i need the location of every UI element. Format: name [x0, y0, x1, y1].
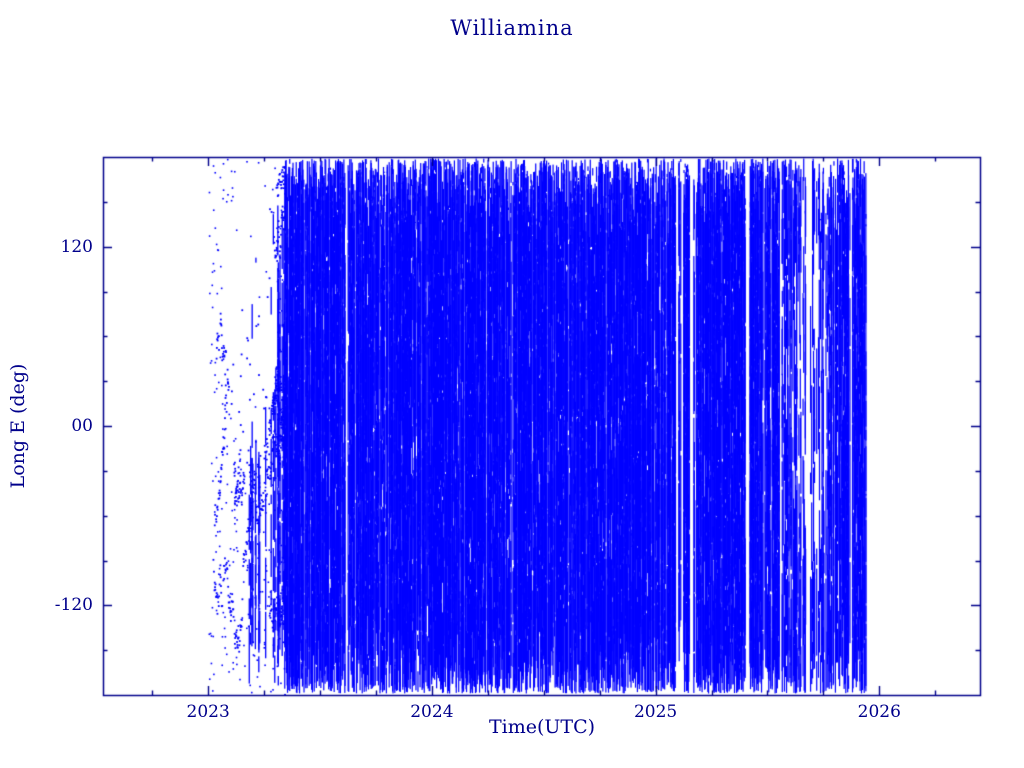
x-tick-label-2025: 2025 — [633, 702, 678, 722]
y-tick-label-120: 120 — [60, 236, 93, 257]
x-tick-label-2023: 2023 — [186, 702, 230, 722]
x-tick-label-2026: 2026 — [857, 702, 901, 722]
chart-title: Williamina — [450, 16, 574, 40]
x-tick-label-2024: 2024 — [410, 702, 454, 722]
x-axis-label: Time(UTC) — [488, 716, 596, 738]
y-tick-label-00: 00 — [71, 416, 93, 436]
y-axis-label: Long E (deg) — [7, 363, 29, 489]
y-tick-label-minus120: -120 — [54, 595, 93, 616]
